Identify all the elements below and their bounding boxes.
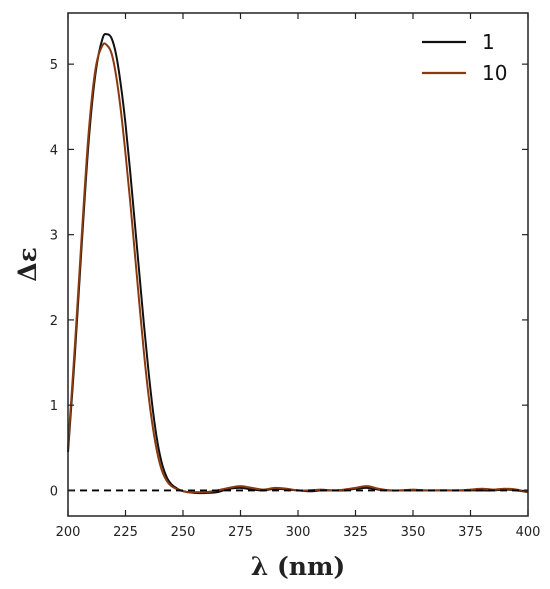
y-tick-label: 0: [50, 484, 58, 499]
x-tick-label: 225: [113, 525, 138, 540]
y-tick-label: 1: [50, 399, 58, 414]
legend: 110: [422, 30, 507, 85]
series-line-1: [67, 32, 529, 495]
x-tick-label: 200: [56, 525, 81, 540]
y-tick-label: 5: [50, 58, 58, 73]
y-axis-label: Δε: [13, 247, 42, 282]
axis-ticks: 200 225 250 275 300 325 350 375 400 0 1 2 3 4 5: [50, 13, 541, 540]
x-tick-label: 400: [516, 525, 541, 540]
legend-label-10: 10: [482, 61, 507, 85]
legend-label-1: 1: [482, 30, 495, 54]
x-tick-label: 275: [228, 525, 253, 540]
x-tick-label: 250: [171, 525, 196, 540]
series-line-10: [67, 42, 529, 494]
series-layer: [67, 32, 529, 495]
x-tick-label: 325: [343, 525, 368, 540]
y-tick-label: 4: [50, 143, 58, 158]
x-tick-label: 350: [401, 525, 426, 540]
y-tick-label: 2: [50, 314, 58, 329]
plot-frame: [67, 12, 529, 517]
x-tick-label: 300: [286, 525, 311, 540]
x-tick-label: 375: [458, 525, 483, 540]
x-axis-label: λ (nm): [251, 552, 346, 581]
y-tick-label: 3: [50, 229, 58, 244]
